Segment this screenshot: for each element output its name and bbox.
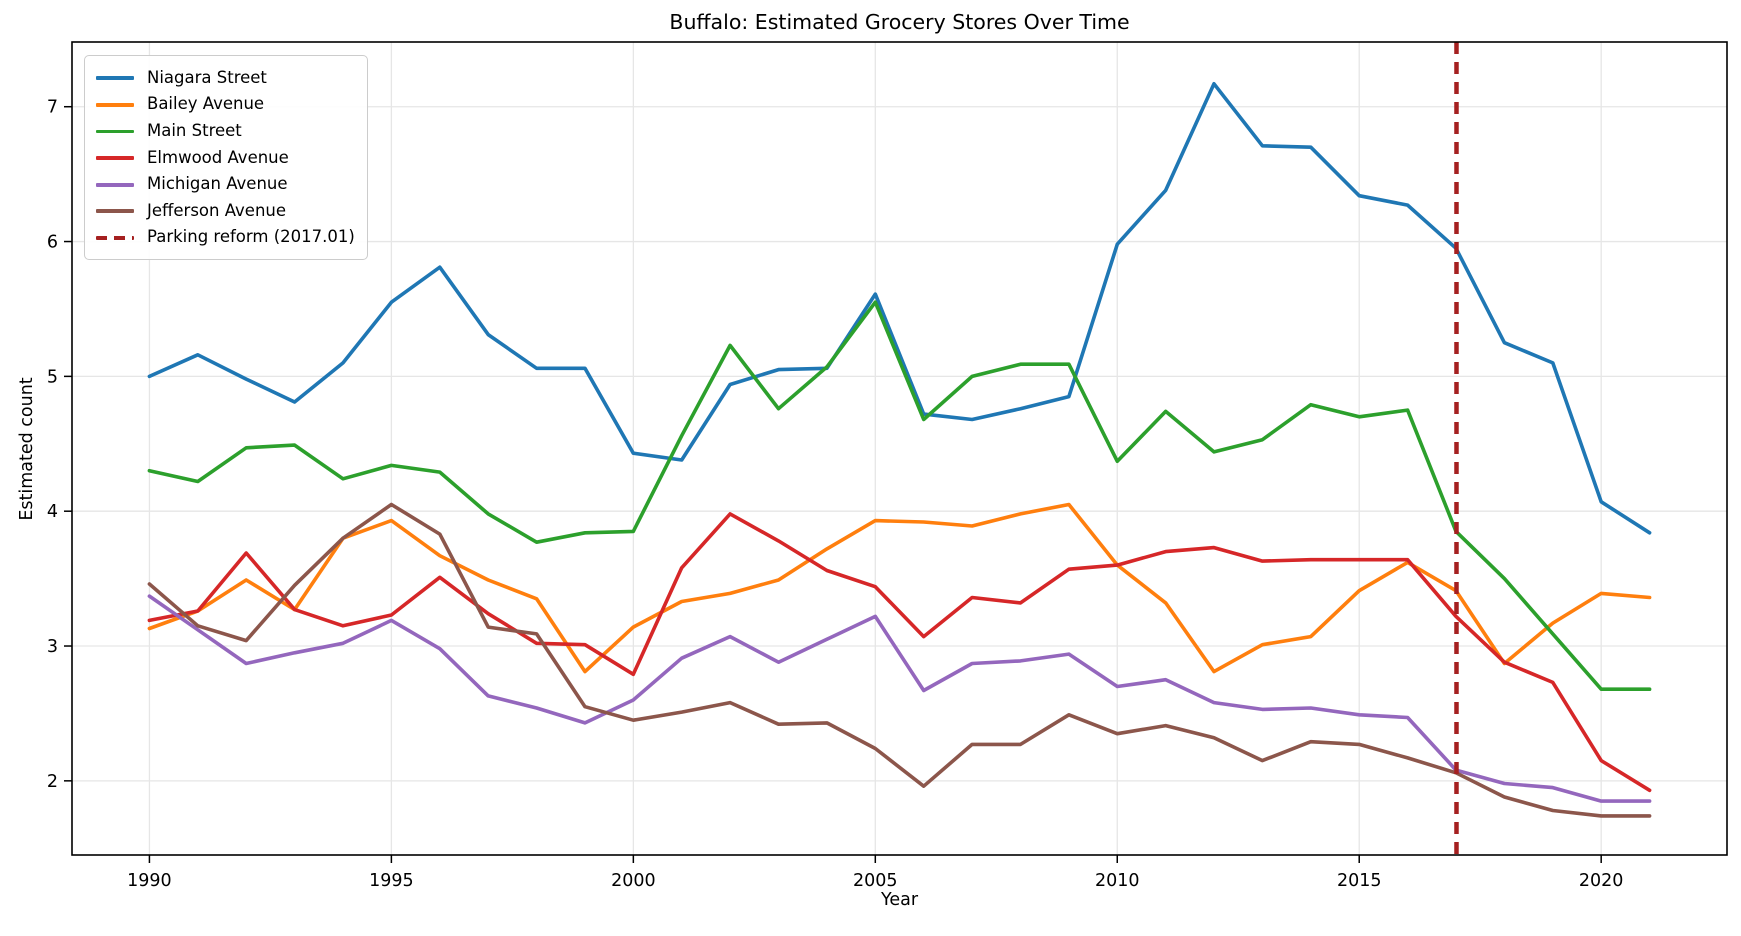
legend-line-swatch (96, 76, 134, 81)
legend-line-swatch (96, 156, 134, 160)
legend-item: Main Street (96, 118, 355, 145)
legend-line-swatch (96, 182, 134, 187)
legend-label: Parking reform (2017.01) (147, 227, 355, 247)
legend-label: Bailey Avenue (147, 94, 265, 114)
y-tick-label: 2 (47, 772, 58, 792)
legend-item: Parking reform (2017.01) (96, 225, 355, 252)
series-line-michigan-avenue (147, 594, 1652, 803)
legend-dashed-line-swatch (96, 235, 134, 240)
y-tick-label: 6 (47, 233, 58, 253)
y-tick-label: 3 (47, 637, 58, 657)
series-line-niagara-street (147, 82, 1652, 535)
x-tick-label: 2020 (1579, 871, 1624, 891)
legend-label: Michigan Avenue (147, 174, 288, 194)
legend-item: Jefferson Avenue (96, 198, 355, 225)
legend-line-swatch (96, 102, 134, 107)
x-tick-label: 2015 (1337, 871, 1382, 891)
legend-item: Niagara Street (96, 65, 355, 92)
x-tick-label: 2000 (611, 871, 656, 891)
legend-line-swatch (96, 209, 134, 214)
x-tick-label: 2010 (1095, 871, 1140, 891)
x-tick-label: 1995 (369, 871, 414, 891)
x-tick-label: 2005 (853, 871, 898, 891)
legend-label: Niagara Street (147, 67, 267, 87)
x-axis-label: Year (880, 890, 919, 910)
legend-item: Bailey Avenue (96, 92, 355, 119)
chart-title: Buffalo: Estimated Grocery Stores Over T… (669, 10, 1130, 34)
x-tick-label: 1990 (127, 871, 172, 891)
y-tick-label: 5 (47, 367, 58, 387)
y-tick-label: 4 (47, 502, 58, 522)
legend: Niagara Street Bailey Avenue Main Street El… (84, 55, 368, 261)
series-line-elmwood-avenue (147, 512, 1652, 793)
y-tick-label: 7 (47, 98, 58, 118)
plot-border (71, 41, 1728, 856)
legend-label: Elmwood Avenue (147, 147, 289, 167)
axis-ticks: 1990 1995 2000 2005 2010 2015 2020 2 3 4 5 6 7 (47, 98, 1624, 891)
series-line-bailey-avenue (147, 502, 1652, 674)
legend-label: Jefferson Avenue (147, 200, 287, 220)
legend-label: Main Street (147, 120, 242, 140)
legend-item: Michigan Avenue (96, 171, 355, 198)
legend-line-swatch (96, 129, 134, 134)
series-line-main-street (147, 300, 1652, 692)
series-line-jefferson-avenue (147, 502, 1652, 818)
y-axis-label: Estimated count (17, 377, 37, 521)
legend-item: Elmwood Avenue (96, 145, 355, 172)
series-lines (147, 82, 1652, 818)
